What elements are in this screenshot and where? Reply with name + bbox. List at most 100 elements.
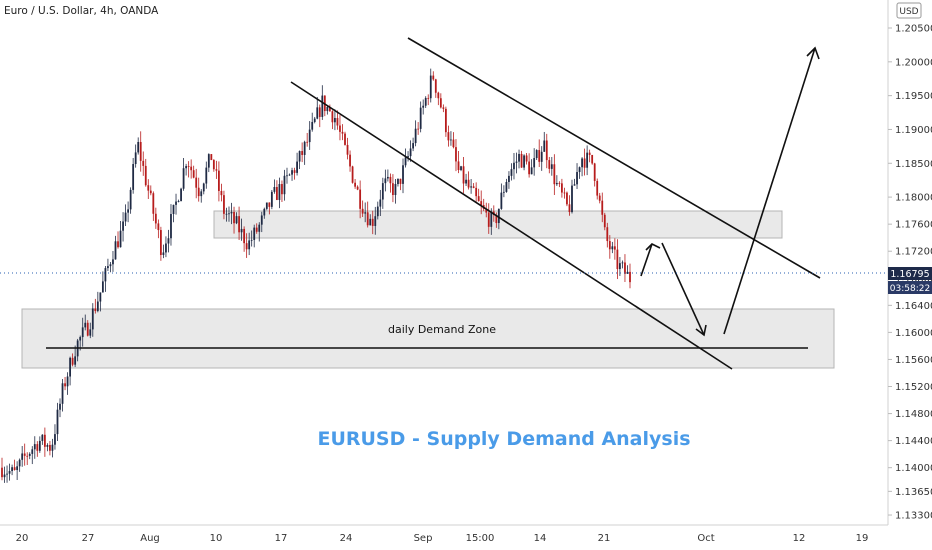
candle-up: [132, 164, 135, 190]
plot-area[interactable]: [0, 0, 888, 525]
candle-down: [606, 227, 609, 242]
candle-up: [101, 281, 104, 293]
candle-up: [84, 322, 87, 328]
candle-down: [359, 189, 362, 209]
candle-up: [397, 178, 399, 185]
candle-down: [616, 249, 619, 270]
price-tick-label: 1.14400: [895, 436, 932, 447]
candle-up: [429, 75, 432, 99]
candle-up: [334, 118, 336, 123]
bar-countdown-tag: [888, 281, 932, 294]
candle-down: [233, 211, 235, 224]
analysis-title: EURUSD - Supply Demand Analysis: [317, 428, 690, 450]
candle-up: [298, 151, 301, 162]
candle-up: [308, 129, 311, 143]
candle-down: [346, 144, 349, 155]
candle-up: [555, 182, 558, 185]
candle-down: [389, 176, 392, 184]
candle-down: [442, 107, 445, 109]
candle-up: [550, 164, 553, 169]
candle-up: [450, 139, 452, 141]
candle-down: [238, 216, 240, 233]
candle-up: [185, 166, 188, 169]
time-tick-label: 14: [534, 533, 547, 544]
candle-down: [268, 202, 271, 207]
candle-down: [455, 147, 457, 162]
time-axis[interactable]: 20 27 Aug 10 17 24 Sep 15:00 14 21 Oct 12 19: [16, 533, 869, 544]
candle-down: [139, 141, 142, 161]
candle-up: [414, 128, 417, 144]
candle-up: [513, 162, 515, 170]
candle-down: [43, 434, 46, 447]
candle-up: [114, 241, 117, 260]
candle-down: [417, 128, 420, 130]
candle-down: [624, 262, 626, 274]
candle-up: [207, 154, 210, 168]
candle-up: [170, 214, 172, 239]
candle-up: [412, 143, 415, 149]
candle-up: [535, 150, 538, 159]
candle-up: [465, 179, 467, 184]
candle-up: [51, 444, 54, 451]
candle-down: [475, 187, 478, 197]
price-axis[interactable]: 1.20500 1.20000 1.19500 1.19000 1.18500 1.180…: [888, 24, 932, 522]
price-tick-label: 1.14000: [895, 463, 932, 474]
candle-up: [502, 191, 505, 193]
time-tick-label: 17: [275, 533, 288, 544]
candle-up: [364, 212, 367, 214]
price-tick-label: 1.19000: [895, 125, 932, 136]
arrow-down: [661, 242, 705, 336]
candle-up: [422, 105, 425, 108]
time-tick-label: Aug: [140, 533, 160, 544]
channel-upper-line: [407, 37, 821, 279]
candle-down: [480, 201, 483, 206]
candle-up: [376, 206, 379, 217]
candle-up: [611, 246, 614, 250]
candle-up: [253, 227, 256, 240]
candle-up: [66, 376, 69, 387]
candle-up: [291, 170, 293, 175]
time-tick-label: 10: [210, 533, 223, 544]
candle-down: [472, 186, 475, 188]
arrow-up-large: [723, 47, 816, 335]
candle-down: [195, 177, 198, 188]
candle-up: [543, 140, 546, 152]
arrow-up-small-head: [645, 243, 661, 251]
candle-down: [36, 444, 39, 451]
candle-down: [245, 243, 248, 250]
candle-up: [172, 204, 175, 215]
currency-box[interactable]: [896, 2, 922, 19]
time-tick-label: 20: [16, 533, 29, 544]
candle-up: [11, 467, 13, 472]
candle-up: [460, 166, 462, 171]
candle-up: [578, 167, 581, 173]
arrow-down-head: [695, 324, 707, 337]
candle-down: [548, 160, 551, 169]
candle-up: [205, 167, 208, 184]
candle-down: [86, 322, 89, 336]
candle-up: [230, 211, 233, 214]
last-price-value: 1.16795: [890, 269, 929, 280]
candle-down: [293, 170, 296, 173]
candle-down: [561, 183, 563, 193]
candle-down: [487, 212, 490, 227]
candle-down: [94, 308, 97, 312]
candle-up: [540, 151, 543, 162]
candle-up: [180, 188, 182, 202]
candle-up: [91, 308, 94, 330]
candle-up: [59, 403, 61, 410]
candle-up: [326, 106, 329, 112]
last-price-tag: [888, 267, 932, 280]
arrow-up-small: [640, 243, 653, 277]
candle-up: [386, 176, 389, 179]
candle-up: [240, 228, 243, 233]
candle-down: [159, 230, 162, 255]
price-tick-label: 1.16000: [895, 328, 932, 339]
candle-down: [223, 195, 225, 214]
candle-down: [331, 111, 334, 123]
candle-up: [81, 327, 84, 338]
price-tick-label: 1.18000: [895, 193, 932, 204]
candle-down: [591, 154, 594, 164]
